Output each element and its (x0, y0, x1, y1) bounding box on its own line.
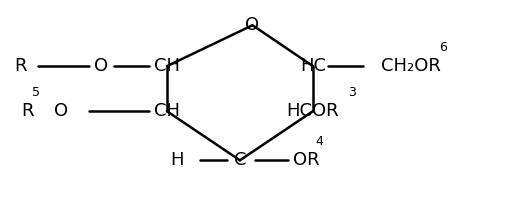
Text: HC: HC (300, 57, 326, 75)
Text: 4: 4 (316, 135, 323, 148)
Text: 3: 3 (348, 86, 356, 99)
Text: H: H (170, 151, 184, 169)
Text: O: O (54, 102, 68, 120)
Text: OR: OR (293, 151, 320, 169)
Text: O: O (94, 57, 109, 75)
Text: 6: 6 (439, 41, 447, 54)
Text: R: R (15, 57, 27, 75)
Text: C: C (234, 151, 246, 169)
Text: CH: CH (154, 57, 180, 75)
Text: R: R (21, 102, 33, 120)
Text: O: O (245, 16, 260, 34)
Text: HCOR: HCOR (287, 102, 339, 120)
Text: 5: 5 (32, 86, 40, 99)
Text: CH₂OR: CH₂OR (381, 57, 441, 75)
Text: CH: CH (154, 102, 180, 120)
